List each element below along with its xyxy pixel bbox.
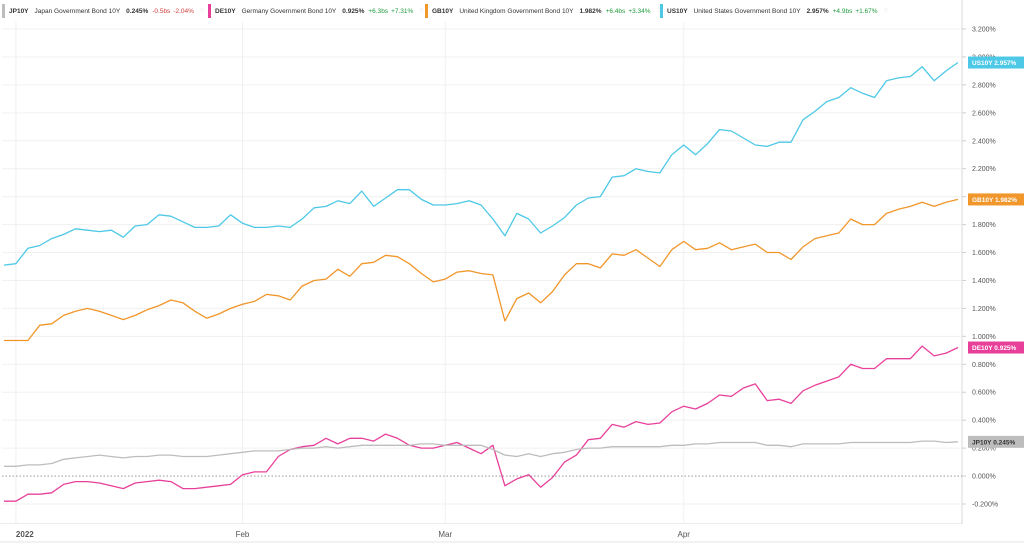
y-tick-label: 1.200% [972,306,996,313]
y-tick-label: 3.200% [972,27,996,34]
series-line-de10y [4,345,959,502]
legend-name: United Kingdom Government Bond 10Y [459,7,574,15]
legend-change-pct: +1.67% [855,7,878,15]
last-value-tag-label: US10Y 2.957% [972,60,1017,67]
legend-value: 1.982% [579,7,602,15]
legend-swatch [660,4,663,18]
x-axis: 2022 Feb Mar Apr [16,530,690,539]
y-tick-label: 0.600% [972,390,996,397]
visibility-icon[interactable]: ◌ [883,7,888,14]
y-tick-label: 2.600% [972,110,996,117]
visibility-icon[interactable]: ◌ [199,7,205,14]
legend-swatch [208,4,211,18]
legend-name: Germany Government Bond 10Y [241,7,337,15]
last-value-tag-bg [968,435,1024,448]
y-tick-label: 0.000% [972,474,996,481]
last-value-tag-bg [968,341,1024,354]
legend-swatch [425,4,428,18]
y-tick-label: 2.200% [972,166,996,173]
last-value-tags: US10Y 2.957% GB10Y 1.982% DE10Y 0.925% JP10… [968,56,1024,448]
legend-change-pct: -2.04% [173,7,194,15]
y-tick-label: 0.200% [972,446,996,453]
legend-code: US10Y [667,7,688,15]
x-tick-label: Feb [236,530,250,539]
last-value-tag-label: GB10Y 1.982% [972,197,1017,204]
legend-name: United States Government Bond 10Y [693,7,801,15]
last-value-tag-gb10y: GB10Y 1.982% [968,193,1024,206]
y-tick-label: 1.000% [972,334,996,341]
x-tick-label: Mar [438,530,452,539]
y-tick-label: 1.600% [972,250,996,257]
last-value-tag-jp10y: JP10Y 0.245% [968,435,1024,448]
y-tick-label: 2.800% [972,82,996,89]
series-line-gb10y [4,198,959,342]
y-tick-label: 1.800% [972,222,996,229]
y-tick-label: 2.400% [972,138,996,145]
y-axis: 3.200%3.000%2.800%2.600%2.400%2.200%2.00… [962,27,998,509]
last-value-tag-bg [968,56,1024,69]
legend-name: Japan Government Bond 10Y [34,7,121,15]
y-tick-label: 0.400% [972,418,996,425]
legend-item-jp10y[interactable]: JP10Y Japan Government Bond 10Y 0.245% -… [2,3,206,19]
legend-code: JP10Y [9,7,29,15]
legend-code: DE10Y [215,7,236,15]
series-lines [3,61,959,502]
last-value-tag-bg [968,193,1024,206]
legend-item-de10y[interactable]: DE10Y Germany Government Bond 10Y 0.925%… [208,3,425,19]
legend-item-us10y[interactable]: US10Y United States Government Bond 10Y … [660,3,890,19]
legend-change-pct: +3.34% [628,7,651,15]
last-value-tag-label: JP10Y 0.245% [972,439,1015,446]
last-value-tag-de10y: DE10Y 0.925% [968,341,1024,354]
legend-change-pct: +7.31% [391,7,414,15]
legend-item-gb10y[interactable]: GB10Y United Kingdom Government Bond 10Y… [425,3,663,19]
legend-value: 0.925% [342,7,365,15]
legend-change: +4.9bs [832,7,853,15]
series-line-us10y [3,61,959,266]
legend-bar: JP10Y Japan Government Bond 10Y 0.245% -… [0,0,900,22]
legend-change: -0.5bs [152,7,171,15]
x-tick-label: Apr [677,530,690,539]
series-line-jp10y [4,440,959,467]
visibility-icon[interactable]: ◌ [656,7,661,14]
last-value-tag-us10y: US10Y 2.957% [968,56,1024,69]
legend-change: +6.3bs [368,7,389,15]
legend-value: 0.245% [126,7,149,15]
y-tick-label: -0.200% [972,502,998,509]
visibility-icon[interactable]: ◌ [419,7,424,14]
x-axis-band [0,524,1024,546]
legend-value: 2.957% [806,7,829,15]
legend-swatch [2,4,5,18]
y-tick-label: 1.400% [972,278,996,285]
x-tick-label: 2022 [16,530,34,539]
legend-code: GB10Y [432,7,454,15]
y-tick-label: 0.800% [972,362,996,369]
legend-change: +6.4bs [605,7,626,15]
last-value-tag-label: DE10Y 0.925% [972,345,1017,352]
